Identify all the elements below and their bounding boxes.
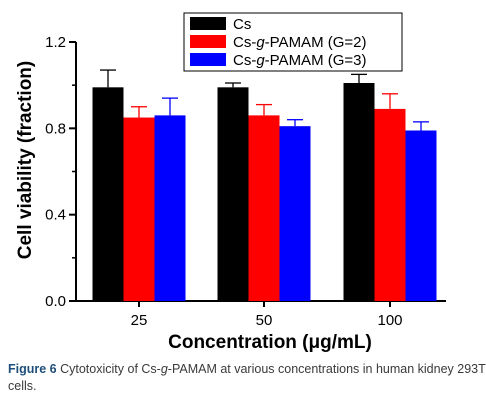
bar xyxy=(217,87,249,301)
chart-bars xyxy=(92,69,437,302)
caption-text-suffix: -PAMAM at various concentrations in huma… xyxy=(8,362,486,393)
x-tick-label: 50 xyxy=(256,312,273,329)
bar xyxy=(405,130,437,301)
y-tick-label: 0.4 xyxy=(45,207,66,224)
y-tick-label: 0.8 xyxy=(45,120,66,137)
y-axis-title: Cell viability (fraction) xyxy=(15,61,36,259)
x-tick-label: 100 xyxy=(377,312,402,329)
bar xyxy=(92,87,124,301)
legend-swatch xyxy=(190,53,226,66)
bar xyxy=(154,115,186,301)
bar xyxy=(123,117,155,302)
figure-caption: Figure 6 Cytotoxicity of Cs-g-PAMAM at v… xyxy=(8,361,486,395)
figure-label: Figure 6 xyxy=(8,362,57,376)
bar xyxy=(279,126,311,301)
y-tick-label: 1.2 xyxy=(45,34,66,51)
legend-label: Cs xyxy=(233,16,251,33)
x-tick-label: 25 xyxy=(131,312,148,329)
x-axis-title: Concentration (μg/mL) xyxy=(168,332,372,353)
legend-label: Cs-g-PAMAM (G=3) xyxy=(233,52,367,69)
caption-text-italic: g xyxy=(160,362,168,376)
legend-swatch xyxy=(190,17,226,30)
caption-text-prefix: Cytotoxicity of Cs- xyxy=(60,362,161,376)
bar xyxy=(374,108,406,302)
y-tick-label: 0.0 xyxy=(45,293,66,310)
legend-label: Cs-g-PAMAM (G=2) xyxy=(233,34,367,51)
bar xyxy=(343,83,375,301)
legend-swatch xyxy=(190,35,226,48)
bar xyxy=(248,115,280,301)
